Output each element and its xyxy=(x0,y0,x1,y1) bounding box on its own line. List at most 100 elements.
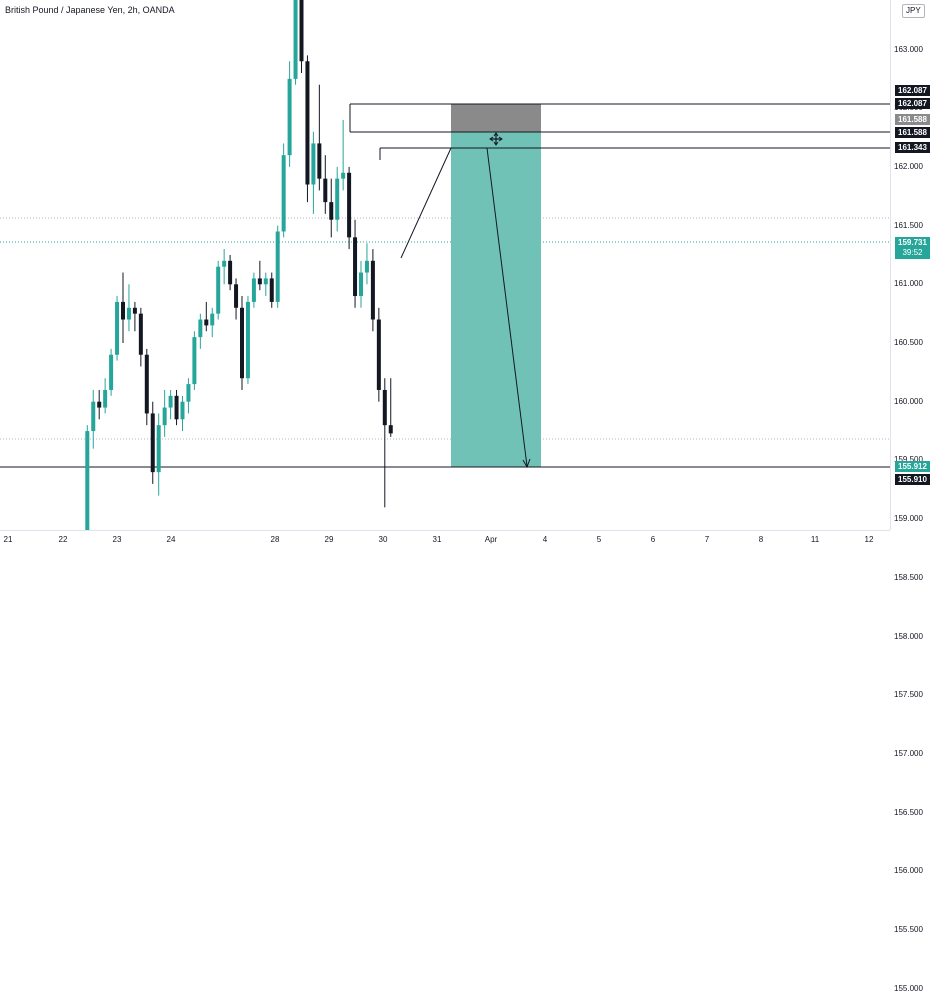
candle[interactable] xyxy=(347,166,352,250)
candle[interactable] xyxy=(388,378,393,437)
candle[interactable] xyxy=(353,219,358,308)
time-scale[interactable]: 21 22 23 24 28 29 30 31 Apr 4 5 6 7 8 11 12 xyxy=(0,530,890,551)
candle[interactable] xyxy=(305,55,310,203)
projection-arrow-line[interactable] xyxy=(486,147,528,467)
candle[interactable] xyxy=(150,401,155,484)
candle[interactable] xyxy=(174,389,179,426)
candle[interactable] xyxy=(311,131,316,214)
candle[interactable] xyxy=(180,395,185,432)
candle[interactable] xyxy=(382,378,387,508)
time-tick: 29 xyxy=(324,535,334,544)
time-tick: 12 xyxy=(864,535,874,544)
candle[interactable] xyxy=(323,155,328,214)
candle[interactable] xyxy=(210,307,215,338)
target-price-label-teal: 155.912 xyxy=(895,461,930,472)
candle[interactable] xyxy=(91,389,96,449)
stop-loss-zone[interactable] xyxy=(451,104,541,132)
price-chart[interactable] xyxy=(0,0,890,530)
arrow-head-icon xyxy=(522,458,531,469)
price-tick: 159.500 xyxy=(894,455,923,465)
candle[interactable] xyxy=(156,413,161,496)
candle[interactable] xyxy=(168,389,173,420)
current-price-value: 159.731 xyxy=(898,238,927,247)
price-tick: 156.500 xyxy=(894,807,923,817)
candle[interactable] xyxy=(299,0,304,73)
candle[interactable] xyxy=(287,61,292,167)
chart-area[interactable]: British Pound / Japanese Yen, 2h, OANDA xyxy=(0,0,890,530)
symbol-title: British Pound / Japanese Yen, 2h, OANDA xyxy=(5,5,175,15)
price-scale[interactable]: 163.500163.000162.500162.000161.500161.0… xyxy=(890,0,932,993)
candle[interactable] xyxy=(329,178,334,238)
time-tick: 28 xyxy=(270,535,280,544)
candle[interactable] xyxy=(97,389,102,420)
time-tick: 23 xyxy=(112,535,122,544)
price-tick: 161.000 xyxy=(894,279,923,289)
candle[interactable] xyxy=(192,331,197,390)
candle[interactable] xyxy=(162,389,167,437)
candle[interactable] xyxy=(121,272,125,343)
candle[interactable] xyxy=(144,348,149,426)
price-tick: 160.500 xyxy=(894,338,923,347)
entry-price-label-gray: 161.588 xyxy=(895,114,930,125)
time-tick: 11 xyxy=(810,535,820,544)
candle[interactable] xyxy=(132,301,137,332)
time-tick: 8 xyxy=(758,535,764,544)
stop-price-label-b: 162.087 xyxy=(895,98,930,109)
candle[interactable] xyxy=(222,249,227,285)
candle[interactable] xyxy=(275,225,280,308)
candle[interactable] xyxy=(251,272,256,308)
take-profit-zone[interactable] xyxy=(451,132,541,467)
time-tick: 24 xyxy=(166,535,176,544)
target-price-label: 155.910 xyxy=(895,474,930,485)
candle[interactable] xyxy=(257,260,262,291)
candle[interactable] xyxy=(317,84,322,191)
candle[interactable] xyxy=(234,278,239,320)
candle[interactable] xyxy=(126,284,131,332)
candle[interactable] xyxy=(269,272,274,308)
candle[interactable] xyxy=(85,425,90,530)
price-tick: 155.500 xyxy=(894,925,923,934)
time-tick: 5 xyxy=(596,535,602,544)
candle[interactable] xyxy=(245,296,250,385)
entry-price-label: 161.588 xyxy=(895,127,930,138)
candle[interactable] xyxy=(109,348,114,396)
candle[interactable] xyxy=(263,272,268,297)
candle[interactable] xyxy=(198,313,203,349)
candle[interactable] xyxy=(341,119,346,191)
candle[interactable] xyxy=(115,296,120,361)
time-tick: 31 xyxy=(432,535,442,544)
candle[interactable] xyxy=(364,243,369,285)
candle[interactable] xyxy=(281,143,286,238)
bar-countdown: 39:52 xyxy=(902,248,923,257)
price-tick: 158.500 xyxy=(894,572,923,582)
current-price-label: 159.731 39:52 xyxy=(895,237,930,259)
price-tick: 156.000 xyxy=(894,866,923,876)
time-tick: 30 xyxy=(378,535,388,544)
price-tick: 161.500 xyxy=(894,220,923,230)
currency-badge[interactable]: JPY xyxy=(902,4,925,18)
candle[interactable] xyxy=(103,378,108,414)
price-tick: 158.000 xyxy=(894,631,923,641)
candle[interactable] xyxy=(138,307,143,367)
candle[interactable] xyxy=(335,166,340,232)
price-tick: 162.000 xyxy=(894,161,923,171)
time-tick: 6 xyxy=(650,535,656,544)
trend-line[interactable] xyxy=(400,147,452,259)
price-tick: 155.000 xyxy=(894,983,923,993)
candle[interactable] xyxy=(228,254,233,291)
candle[interactable] xyxy=(216,260,221,320)
price-tick: 160.000 xyxy=(894,396,923,406)
time-tick: 7 xyxy=(704,535,710,544)
candle[interactable] xyxy=(240,296,244,390)
move-cursor-icon xyxy=(489,132,503,146)
candle[interactable] xyxy=(186,378,191,414)
price-tick: 157.000 xyxy=(894,748,923,758)
time-tick: Apr xyxy=(484,535,498,544)
candle[interactable] xyxy=(359,260,363,308)
candle[interactable] xyxy=(204,301,209,332)
price-tick: 163.000 xyxy=(894,44,923,54)
candle[interactable] xyxy=(293,0,298,85)
candle[interactable] xyxy=(376,307,381,402)
price-tick: 159.000 xyxy=(894,514,923,524)
candle[interactable] xyxy=(370,249,375,332)
